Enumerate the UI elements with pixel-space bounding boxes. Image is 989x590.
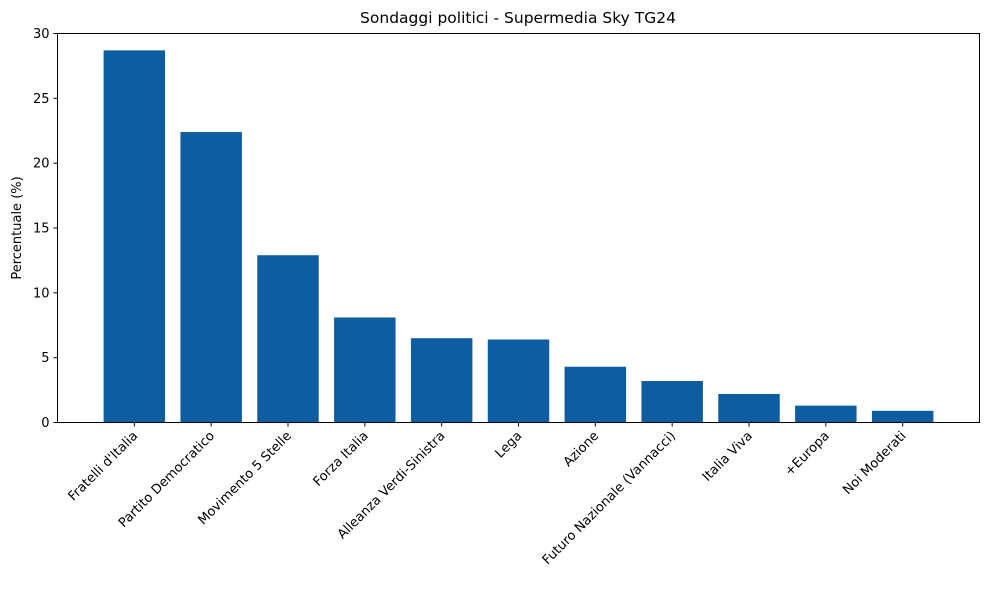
y-tick-label: 15: [33, 222, 50, 237]
plot-frame: [57, 33, 980, 423]
bar-4: [410, 338, 473, 423]
x-tick-label: Noi Moderati: [840, 429, 909, 498]
x-tick-label: Azione: [561, 429, 602, 470]
x-tick-label: Lega: [493, 429, 526, 462]
bars-group: [103, 50, 934, 423]
y-tick-label: 5: [41, 351, 49, 366]
bar-10: [871, 410, 934, 423]
bar-3: [334, 317, 396, 423]
x-tick-label: Futuro Nazionale (Vannacci): [540, 429, 679, 568]
x-tick-label: +Europa: [782, 429, 833, 480]
x-tick-label: Forza Italia: [311, 429, 372, 490]
bar-9: [795, 405, 857, 423]
x-tick-label: Fratelli d'Italia: [66, 429, 142, 505]
bar-1: [180, 132, 242, 423]
bar-6: [564, 366, 627, 423]
bar-8: [718, 393, 780, 423]
x-tick-label: Italia Viva: [700, 429, 756, 485]
y-tick-label: 30: [33, 27, 50, 42]
y-tick-label: 20: [33, 157, 50, 172]
bar-5: [487, 339, 550, 423]
y-tick-label: 25: [33, 92, 50, 107]
bar-7: [641, 381, 703, 423]
y-tick-label: 0: [41, 416, 49, 431]
y-axis-label: Percentuale (%): [10, 176, 25, 279]
y-axis-ticks: 0 5 10 15 20 25 30: [33, 27, 58, 431]
chart-title: Sondaggi politici - Supermedia Sky TG24: [360, 9, 676, 27]
bar-0: [103, 50, 166, 423]
bar-2: [257, 255, 319, 423]
y-tick-label: 10: [33, 286, 50, 301]
